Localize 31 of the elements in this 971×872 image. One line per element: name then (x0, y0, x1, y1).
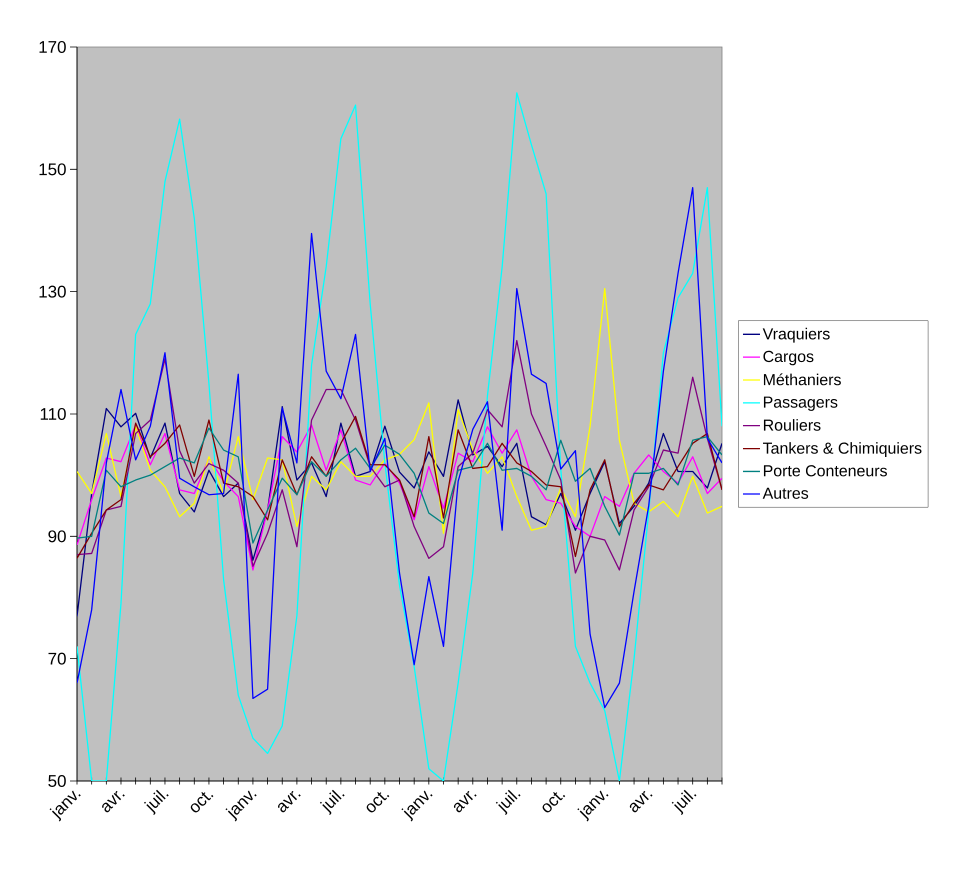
x-tick-label: juil. (320, 790, 345, 815)
line-series (77, 340, 722, 574)
line-series (77, 187, 722, 708)
line-series (77, 399, 722, 618)
y-tick-label: 130 (40, 286, 66, 298)
x-tick-label: avr. (630, 790, 653, 812)
line-series (77, 288, 722, 534)
legend-label: Méthaniers (764, 373, 841, 386)
x-tick-label: oct. (190, 792, 214, 812)
legend-label: Rouliers (764, 419, 821, 431)
x-tick-label: avr. (454, 790, 477, 812)
x-tick-label: oct. (366, 792, 390, 812)
legend-label: Cargos (763, 350, 814, 366)
x-tick-label: juil. (144, 790, 169, 815)
legend-label: Vraquiers (762, 328, 830, 343)
x-tick-label: avr. (102, 790, 125, 812)
y-tick-label: 170 (40, 40, 66, 53)
y-tick-label: 110 (40, 408, 66, 420)
y-tick-label: 70 (48, 652, 66, 665)
x-tick-label: avr. (278, 790, 301, 812)
legend-label: Tankers & Chimiquiers (762, 442, 922, 457)
legend-label: Porte Conteneurs (764, 465, 887, 476)
legend-label: Autres (762, 488, 808, 499)
y-tick-label: 150 (40, 163, 66, 176)
x-tick-label: oct. (542, 792, 566, 812)
y-tick-label: 90 (48, 530, 66, 542)
line-series (77, 427, 722, 544)
legend-label: Passagers (764, 396, 838, 411)
x-tick-label: juil. (672, 790, 696, 815)
y-tick-label: 50 (48, 774, 66, 787)
x-tick-label: juil. (496, 790, 521, 815)
